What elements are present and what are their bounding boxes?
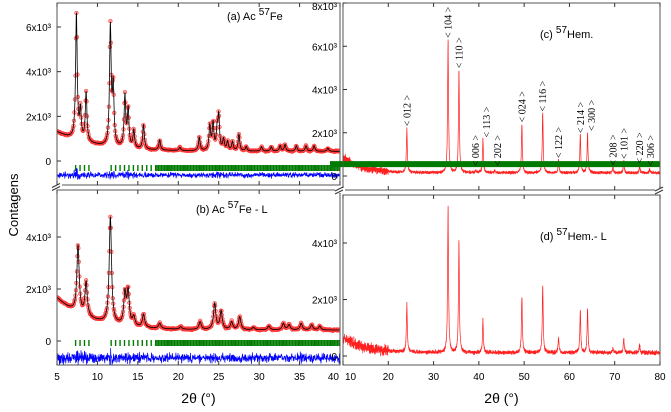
hkl-label: < 104 > xyxy=(444,6,455,38)
pattern-curve xyxy=(343,205,660,357)
plot-frame xyxy=(342,194,661,366)
axis-break-icon xyxy=(654,186,664,195)
panel-b: 0 2x10³ 4x10³ (b) Ac 57Fe - L 5 10 15 20 25 30 35 4… xyxy=(26,189,341,406)
x-tick-label: 30 xyxy=(254,372,266,383)
y-tick-label: 6x10³ xyxy=(26,23,52,34)
hkl-label: < 024 > xyxy=(517,91,528,123)
y-tick-label: 6x10³ xyxy=(312,42,338,53)
x-axis-label: 2θ (°) xyxy=(484,390,518,406)
panel-label: (b) Ac 57Fe - L xyxy=(196,200,268,216)
y-tick-label: 0 xyxy=(45,337,51,348)
x-tick-label: 40 xyxy=(473,372,485,383)
plot-area-c xyxy=(343,39,660,176)
axis-break-gap xyxy=(335,188,345,193)
x-tick-label: 20 xyxy=(383,372,395,383)
hkl-label: < 122 > xyxy=(554,126,565,158)
panel-label: (d) 57Hem.- L xyxy=(540,227,607,243)
panel-label: (a) Ac 57Fe xyxy=(227,7,283,23)
x-tick-label: 10 xyxy=(345,372,357,383)
x-tick-label: 80 xyxy=(654,372,666,383)
calculated-curve xyxy=(57,12,340,152)
x-tick-label: 20 xyxy=(173,372,185,383)
observed-points xyxy=(57,214,340,333)
hkl-label: < 116 > xyxy=(538,80,549,111)
axis-break-icon xyxy=(51,183,61,191)
plot-frame xyxy=(56,2,341,186)
hkl-label: < 110 > xyxy=(455,37,466,68)
hkl-label: < 306 > xyxy=(646,135,657,167)
panel-d: 0 2x10³ 4x10³ (d) 57Hem.- L 10 20 30 40 50 60 70 80… xyxy=(312,194,666,406)
y-tick-label: 2x10³ xyxy=(26,112,52,123)
axis-break-icon xyxy=(334,186,344,195)
y-tick-label: 0 xyxy=(45,157,51,168)
x-tick-label: 25 xyxy=(213,372,225,383)
y-tick-label: 8x10³ xyxy=(312,2,338,13)
reflection-ticks xyxy=(74,165,340,171)
panel-a: 0 2x10³ 4x10³ 6x10³ (a) Ac 57Fe xyxy=(26,2,341,186)
y-tick-label: 4x10³ xyxy=(312,239,338,250)
panel-label: (c) 57Hem. xyxy=(540,25,593,41)
x-axis-label: 2θ (°) xyxy=(181,390,215,406)
plot-area-b xyxy=(57,214,340,365)
panel-c: < 012 > < 104 >< 110 > < 006 >< 113 >< 202… xyxy=(312,2,661,191)
difference-curve xyxy=(57,348,340,365)
y-tick-label: 0 xyxy=(331,352,337,363)
x-tick-label: 15 xyxy=(132,372,144,383)
hkl-label: < 300 > xyxy=(587,99,598,131)
hkl-label: < 214 > xyxy=(576,102,587,134)
plot-frame xyxy=(342,2,661,191)
hkl-label: < 012 > xyxy=(402,95,413,127)
pattern-curve xyxy=(343,39,660,176)
hkl-label: < 101 > xyxy=(619,127,630,159)
plot-area-a xyxy=(57,10,340,181)
axis-break-gap xyxy=(52,184,62,190)
x-tick-label: 50 xyxy=(519,372,531,383)
hkl-label: < 202 > xyxy=(493,135,504,167)
hkl-label: < 113 > xyxy=(482,106,493,137)
difference-curve xyxy=(57,168,340,181)
hkl-label: < 220 > xyxy=(635,132,646,164)
calculated-curve xyxy=(57,216,340,331)
x-tick-label: 5 xyxy=(54,372,60,383)
x-tick-label: 70 xyxy=(609,372,621,383)
reflection-ticks xyxy=(74,340,340,346)
y-axis-label: Contagens xyxy=(6,173,21,236)
y-tick-label: 4x10³ xyxy=(26,233,52,244)
x-tick-label: 60 xyxy=(564,372,576,383)
y-tick-label: 4x10³ xyxy=(312,86,338,97)
y-tick-label: 2x10³ xyxy=(26,285,52,296)
plot-area-d xyxy=(343,205,660,357)
axis-break-gap xyxy=(655,188,665,193)
x-tick-label: 40 xyxy=(328,372,340,383)
y-tick-label: 2x10³ xyxy=(312,296,338,307)
observed-points xyxy=(57,10,340,155)
hkl-label: < 208 > xyxy=(608,134,619,166)
y-tick-label: 4x10³ xyxy=(26,68,52,79)
x-tick-label: 35 xyxy=(294,372,306,383)
plot-frame xyxy=(56,189,341,366)
y-tick-label: 2x10³ xyxy=(312,129,338,140)
x-tick-label: 10 xyxy=(92,372,104,383)
x-tick-label: 30 xyxy=(428,372,440,383)
hkl-label: < 006 > xyxy=(471,135,482,167)
y-tick-label: 0 xyxy=(331,172,337,183)
